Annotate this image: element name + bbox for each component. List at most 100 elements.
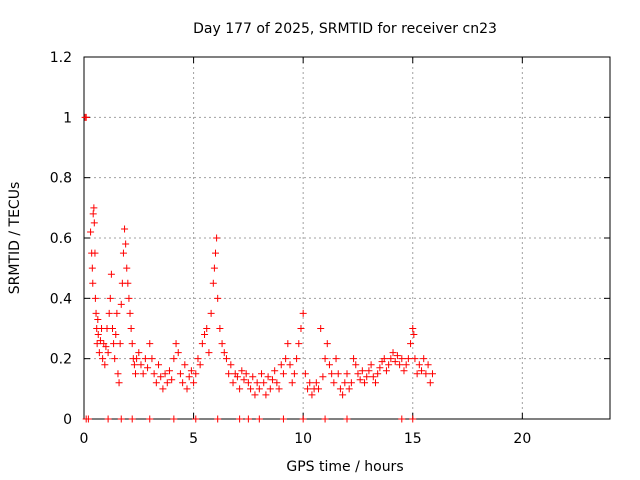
data-point	[222, 355, 230, 363]
data-point	[181, 361, 189, 369]
data-point	[190, 379, 198, 387]
data-point	[165, 367, 173, 375]
data-point	[119, 249, 127, 257]
data-point	[225, 370, 233, 378]
data-point	[244, 379, 252, 387]
data-point	[288, 379, 296, 387]
data-point	[123, 264, 131, 272]
data-point	[96, 337, 104, 345]
data-point	[315, 385, 323, 393]
data-point	[130, 361, 138, 369]
data-point	[242, 370, 250, 378]
data-point	[297, 325, 305, 332]
data-point	[312, 379, 320, 387]
data-point	[176, 370, 184, 378]
data-point	[426, 379, 434, 387]
y-tick-label: 0.6	[50, 231, 72, 247]
data-point	[90, 219, 98, 227]
data-point	[396, 361, 404, 369]
data-point	[102, 343, 110, 351]
data-point	[183, 385, 191, 393]
data-point	[148, 355, 156, 363]
data-point	[343, 415, 351, 423]
y-axis-ticks: 0 0.2 0.4 0.6 0.8 1 1.2	[50, 50, 610, 428]
data-point	[411, 355, 419, 363]
data-point	[236, 385, 244, 393]
x-axis-label: GPS time / hours	[286, 459, 403, 475]
y-axis-label: SRMTID / TECUs	[7, 182, 23, 295]
data-point	[402, 361, 410, 369]
data-point	[306, 379, 314, 387]
data-point	[420, 355, 428, 363]
data-point	[258, 370, 266, 378]
y-tick-label: 0	[63, 412, 72, 428]
data-point	[141, 355, 149, 363]
data-point	[389, 349, 397, 357]
y-tick-label: 0.2	[50, 352, 72, 368]
data-point	[135, 349, 143, 357]
data-point	[345, 385, 353, 393]
data-point	[196, 361, 204, 369]
data-point	[128, 415, 136, 423]
data-point	[339, 391, 347, 399]
data-point	[354, 370, 362, 378]
data-point	[116, 340, 124, 348]
data-point	[325, 361, 333, 369]
data-point	[424, 361, 432, 369]
data-point	[308, 391, 316, 399]
data-point	[286, 361, 294, 369]
data-point	[144, 364, 152, 372]
data-point	[117, 300, 125, 308]
data-point	[194, 355, 202, 363]
data-point	[323, 340, 331, 348]
data-point	[220, 349, 228, 357]
data-point	[271, 367, 279, 375]
data-point	[244, 415, 252, 423]
data-point	[117, 415, 125, 423]
data-point	[409, 325, 417, 332]
data-point	[124, 279, 132, 287]
data-point	[413, 370, 421, 378]
data-point	[107, 270, 115, 278]
data-point	[168, 376, 176, 384]
data-point	[174, 349, 182, 357]
data-point	[163, 379, 171, 387]
data-point	[214, 294, 222, 302]
data-point	[114, 370, 122, 378]
data-point	[260, 379, 268, 387]
data-point	[110, 340, 118, 348]
data-point	[380, 355, 388, 363]
data-point	[409, 415, 417, 423]
data-point	[125, 294, 133, 302]
data-point	[321, 415, 329, 423]
plot-area	[84, 57, 610, 419]
data-point	[334, 370, 342, 378]
data-point	[321, 355, 329, 363]
data-point	[112, 331, 120, 339]
data-point	[279, 370, 287, 378]
data-point	[198, 340, 206, 348]
data-point	[94, 331, 102, 339]
data-point	[343, 370, 351, 378]
data-point	[209, 279, 217, 287]
data-point	[92, 309, 100, 317]
data-point	[407, 340, 415, 348]
data-point	[152, 379, 160, 387]
data-point	[295, 340, 303, 348]
data-point	[266, 385, 274, 393]
data-point	[126, 309, 134, 317]
data-point	[111, 355, 119, 363]
data-point	[82, 113, 90, 121]
data-point	[262, 391, 270, 399]
data-point	[205, 349, 213, 357]
data-point	[317, 325, 325, 332]
data-point	[146, 340, 154, 348]
data-point	[170, 355, 178, 363]
data-points	[81, 113, 436, 423]
data-point	[367, 361, 375, 369]
data-point	[216, 325, 224, 332]
data-point	[170, 415, 178, 423]
x-axis-ticks: 0 5 10 15 20	[80, 57, 531, 447]
data-point	[84, 415, 92, 423]
